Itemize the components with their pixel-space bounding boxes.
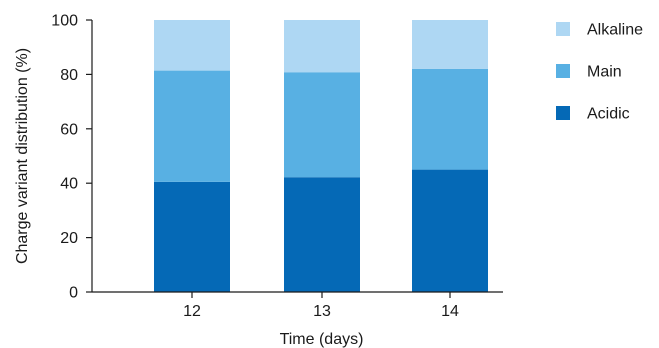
bars-group bbox=[154, 20, 488, 292]
y-tick-label-100: 100 bbox=[51, 13, 78, 30]
x-axis-title: Time (days) bbox=[280, 331, 364, 348]
y-tick-label-0: 0 bbox=[69, 285, 78, 302]
bar-alkaline-13 bbox=[284, 20, 360, 73]
y-tick-label-20: 20 bbox=[60, 230, 78, 247]
bar-acidic-14 bbox=[412, 169, 488, 292]
bar-alkaline-14 bbox=[412, 20, 488, 69]
y-ticks-group: 0 20 40 60 80 100 bbox=[51, 13, 92, 302]
legend-label-acidic: Acidic bbox=[587, 106, 630, 123]
axes-group bbox=[91, 20, 503, 293]
y-tick-label-40: 40 bbox=[60, 176, 78, 193]
legend-label-alkaline: Alkaline bbox=[587, 22, 643, 39]
bar-alkaline-12 bbox=[154, 20, 230, 71]
bar-acidic-13 bbox=[284, 177, 360, 292]
x-tick-label-14: 14 bbox=[441, 303, 459, 320]
legend-swatch-alkaline bbox=[556, 22, 570, 36]
bar-main-13 bbox=[284, 72, 360, 178]
y-axis-title: Charge variant distribution (%) bbox=[14, 48, 31, 264]
bar-main-12 bbox=[154, 70, 230, 182]
bar-main-14 bbox=[412, 68, 488, 170]
y-tick-label-80: 80 bbox=[60, 67, 78, 84]
legend-swatch-acidic bbox=[556, 106, 570, 120]
x-tick-label-13: 13 bbox=[313, 303, 331, 320]
x-ticks-group: 12 13 14 bbox=[183, 292, 459, 320]
legend-swatch-main bbox=[556, 64, 570, 78]
x-tick-label-12: 12 bbox=[183, 303, 201, 320]
bar-acidic-12 bbox=[154, 181, 230, 292]
legend-label-main: Main bbox=[587, 64, 622, 81]
legend: Alkaline Main Acidic bbox=[556, 22, 643, 123]
y-tick-label-60: 60 bbox=[60, 121, 78, 138]
